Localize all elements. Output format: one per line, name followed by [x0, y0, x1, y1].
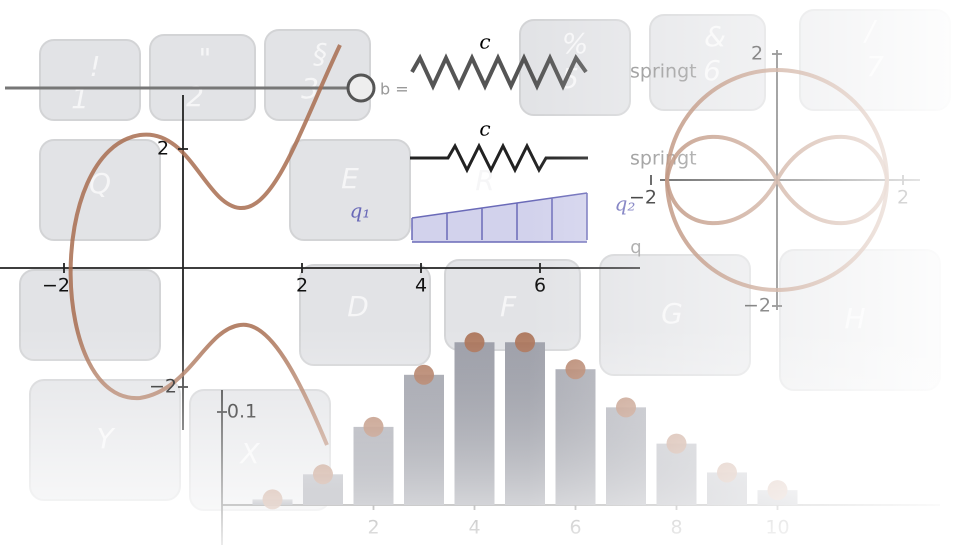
illustration: ! 1 " 2 § 3 % 5 & 6 / 7 Q E R D F G H Y …: [0, 0, 960, 545]
fade: [0, 0, 960, 545]
